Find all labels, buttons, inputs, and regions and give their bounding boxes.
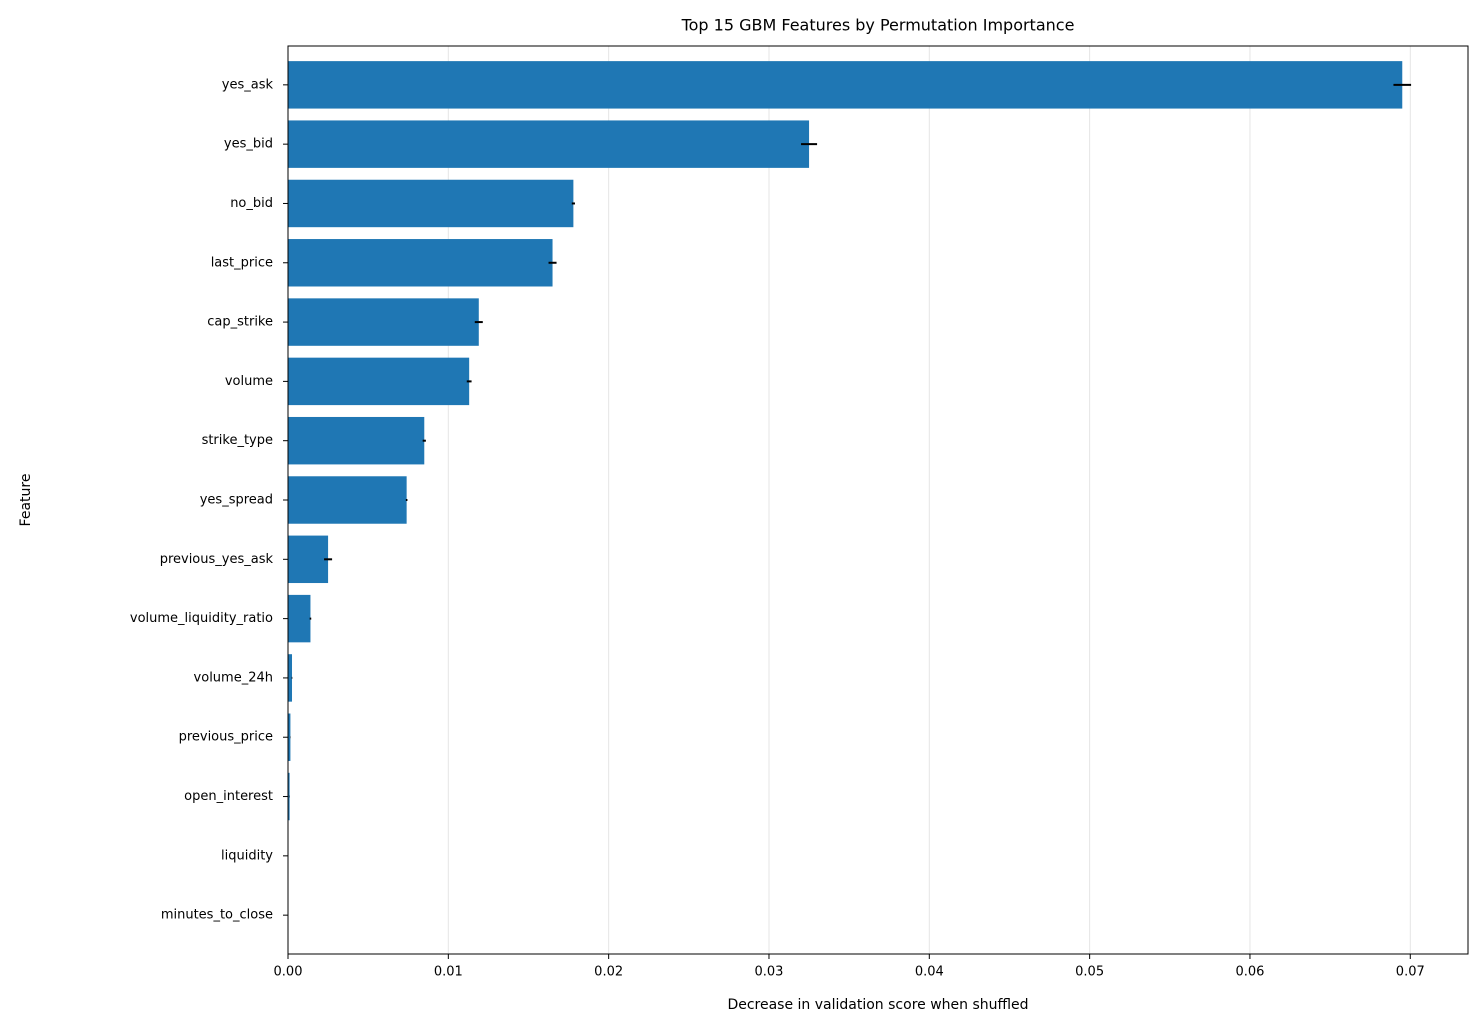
y-tick-label: cap_strike — [207, 315, 273, 330]
y-tick-label: yes_ask — [222, 77, 274, 92]
bar — [288, 298, 479, 346]
bar — [288, 476, 407, 524]
bar — [288, 61, 1403, 109]
y-tick-label: yes_bid — [224, 137, 273, 152]
bar — [288, 416, 425, 465]
y-tick-label: volume_liquidity_ratio — [130, 611, 273, 626]
bar — [288, 179, 574, 228]
y-tick-label: previous_yes_ask — [160, 552, 274, 567]
x-tick-label: 0.00 — [274, 965, 303, 980]
y-tick-label: open_interest — [184, 789, 273, 804]
bar — [288, 535, 329, 584]
bar — [288, 357, 470, 406]
chart-title: Top 15 GBM Features by Permutation Impor… — [681, 16, 1075, 35]
bar — [288, 654, 293, 702]
y-tick-label: strike_type — [202, 433, 273, 448]
bar — [288, 772, 290, 821]
y-tick-label: last_price — [211, 255, 273, 270]
y-tick-label: minutes_to_close — [161, 908, 273, 923]
x-tick-label: 0.04 — [915, 965, 944, 980]
bar — [288, 239, 553, 287]
bar — [288, 594, 311, 643]
x-tick-label: 0.02 — [594, 965, 623, 980]
y-tick-label: no_bid — [230, 196, 273, 211]
x-axis-label: Decrease in validation score when shuffl… — [727, 997, 1028, 1013]
x-tick-label: 0.01 — [434, 965, 463, 980]
x-tick-label: 0.07 — [1396, 965, 1425, 980]
y-tick-label: previous_price — [179, 730, 273, 745]
y-tick-label: volume — [225, 374, 273, 389]
x-tick-label: 0.03 — [755, 965, 784, 980]
y-tick-label: volume_24h — [194, 670, 273, 685]
x-tick-label: 0.06 — [1235, 965, 1264, 980]
plot-frame — [287, 45, 1469, 955]
y-axis-label: Feature — [18, 474, 34, 527]
y-tick-label: yes_spread — [200, 493, 273, 508]
bar — [288, 120, 810, 168]
bar — [288, 713, 291, 761]
y-tick-label: liquidity — [221, 848, 273, 863]
x-tick-label: 0.05 — [1075, 965, 1104, 980]
